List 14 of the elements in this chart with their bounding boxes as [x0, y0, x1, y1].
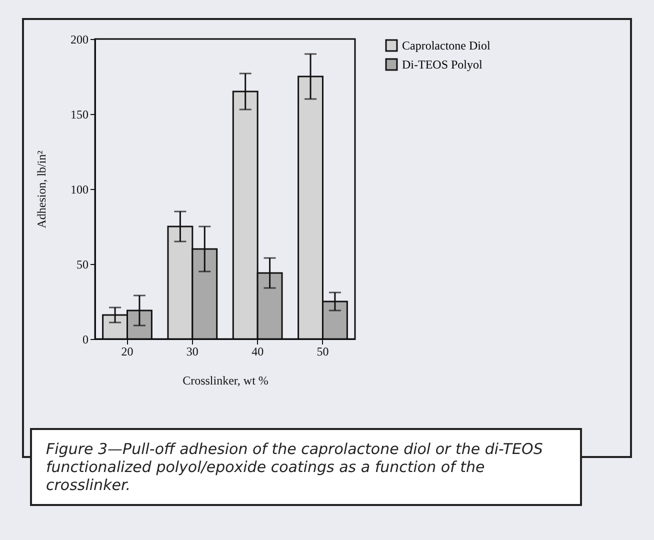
x-tick-label: 40	[252, 344, 264, 358]
x-tick-label: 50	[316, 344, 329, 358]
legend-label: Caprolactone Diol	[402, 38, 491, 52]
x-tick-label: 20	[121, 344, 134, 358]
caption: Figure 3—Pull-off adhesion of the caprolactone diol or the di-TEOS functionalized polyol/epoxide coatings as a function of the crosslinker.	[46, 440, 544, 494]
legend-label: Di-TEOS Polyol	[402, 58, 484, 72]
y-tick-label: 100	[70, 182, 88, 196]
y-tick-label: 50	[76, 258, 88, 272]
y-tick-label: 200	[70, 32, 88, 46]
y-tick-label: 150	[70, 108, 88, 122]
x-axis-title: Crosslinker, wt %	[182, 374, 268, 388]
y-tick-label: 0	[82, 332, 88, 346]
y-axis-title: Adhesion, lb/in²	[34, 150, 48, 228]
x-tick-label: 30	[186, 344, 198, 358]
